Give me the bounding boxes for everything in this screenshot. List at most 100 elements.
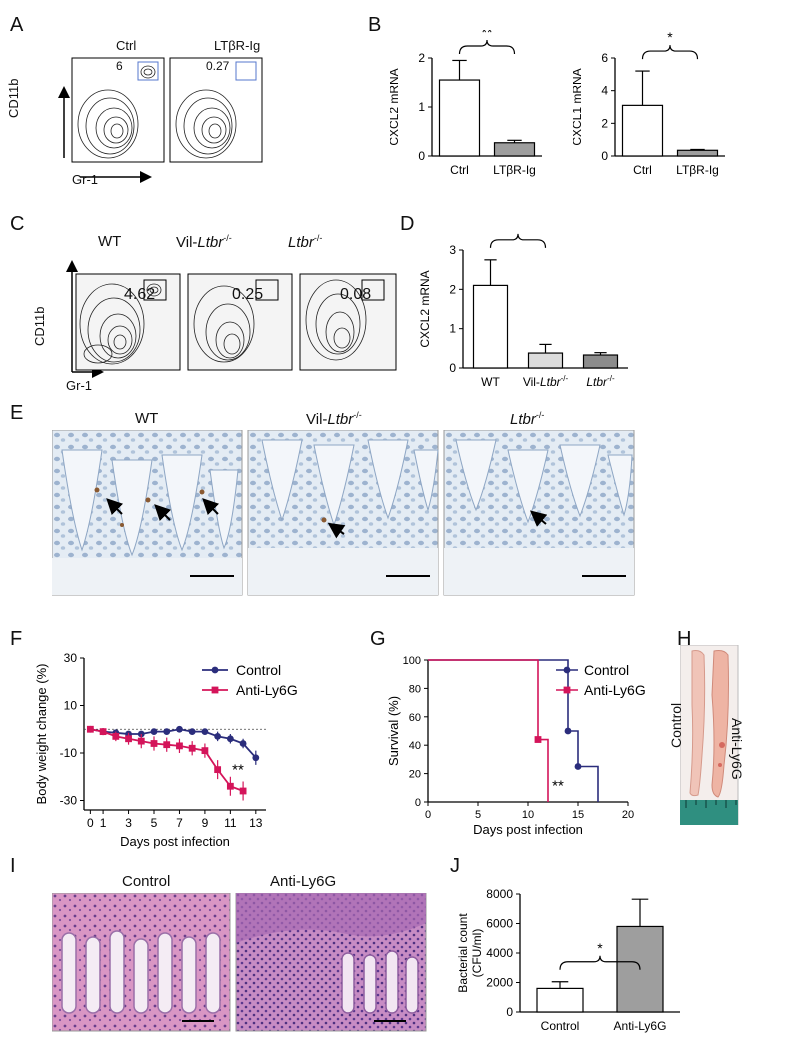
y-tick-label: 0 [415, 797, 421, 809]
y-tick-label: 60 [409, 712, 421, 724]
flow-c-title-ltbr: Ltbr-/- [288, 233, 323, 251]
panel-letter-a: A [10, 14, 24, 36]
data-point [137, 737, 145, 745]
flow-panel-a [58, 57, 263, 183]
legend-marker [211, 686, 219, 694]
y-tick-label: 4000 [486, 946, 513, 960]
category-label: Control [541, 1019, 580, 1033]
x-tick-label: 7 [176, 816, 183, 830]
significance-bracket [641, 45, 699, 60]
significance-mark: ** [232, 761, 244, 778]
x-axis-label: Days post infection [473, 822, 583, 837]
colon-label-control: Control [668, 702, 684, 748]
bar [621, 104, 664, 157]
flow-plot-wt [75, 273, 181, 371]
x-tick-label: 10 [522, 809, 534, 821]
y-tick-label: 2 [601, 116, 608, 130]
data-point [564, 727, 572, 735]
bar [493, 142, 536, 157]
significance-mark: * [667, 30, 673, 45]
flow-plot-ltbr [299, 273, 397, 371]
flow-a-title-ltbrig: LTβR-Ig [214, 38, 261, 53]
category-label: LTβR-Ig [676, 163, 719, 177]
he-image-antily6g [235, 893, 427, 1032]
chart-b2: 0 2 4 6 Ctrl LTβR-Ig CXCL1 mRNA * [573, 30, 725, 177]
data-point [239, 740, 247, 747]
y-tick-label: 2 [449, 282, 456, 296]
ihc-image-ltbr [443, 430, 635, 596]
y-axis-label: CXCL2 mRNA [418, 270, 432, 347]
flow-c-gate-wt: 4.62 [124, 286, 156, 303]
significance-bracket [559, 955, 641, 970]
data-point [226, 782, 234, 790]
flow-c-gate-ltbr: 0.08 [340, 286, 372, 303]
bar [582, 354, 619, 369]
y-tick-label: 4 [601, 84, 608, 98]
legend-marker [211, 666, 219, 674]
data-point [201, 728, 209, 736]
x-tick-label: 5 [151, 816, 158, 830]
significance-mark: * [597, 940, 603, 956]
y-tick-label: 0 [449, 361, 456, 375]
y-tick-label: 0 [418, 149, 425, 163]
significance-mark: ** [482, 30, 493, 40]
data-point [176, 742, 183, 750]
flow-c-title-wt: WT [98, 233, 122, 250]
panel-letter-j: J [450, 855, 460, 877]
y-axis-label: Bacterial count(CFU/ml) [456, 913, 484, 993]
ihc-title-ltbr: Ltbr-/- [510, 410, 545, 428]
he-panel-i [52, 893, 427, 1032]
data-point [252, 754, 260, 762]
panel-letter-b: B [368, 14, 382, 36]
chart-d: 0 1 2 3 WT Vil-Ltbr-/- Ltbr-/- CXCL2 mRNA * [418, 228, 628, 389]
x-tick-label: 0 [87, 816, 94, 830]
ihc-panel-e [52, 430, 635, 596]
y-axis-label: Body weight change (%) [34, 664, 49, 805]
legend-label: Control [236, 662, 281, 678]
ihc-image-vil [247, 430, 439, 596]
ihc-title-vil: Vil-Ltbr-/- [306, 410, 362, 428]
panel-letter-g: G [370, 628, 386, 650]
panel-letter-e: E [10, 402, 24, 424]
x-tick-label: 1 [100, 816, 107, 830]
flow-c-gate-vil: 0.25 [232, 286, 264, 303]
x-tick-label: 20 [622, 809, 634, 821]
x-tick-label: 5 [475, 809, 481, 821]
flow-panel-c [66, 260, 397, 378]
bar [676, 149, 719, 157]
data-point [534, 736, 542, 743]
data-point [125, 735, 132, 743]
data-point [214, 732, 222, 740]
he-image-control [52, 893, 231, 1032]
significance-bracket [489, 233, 547, 248]
chart-j: 0 2000 4000 6000 8000 Control Anti-Ly6G Bacteri… [456, 887, 680, 1033]
y-tick-label: 100 [403, 655, 421, 667]
data-point [112, 732, 120, 740]
y-tick-label: 40 [409, 740, 421, 752]
y-tick-label: 1 [418, 100, 425, 114]
legend-label: Anti-Ly6G [236, 682, 298, 698]
legend-marker [563, 666, 571, 674]
significance-mark: ** [552, 778, 564, 795]
flow-plot-ltbrig [169, 57, 263, 163]
x-tick-label: 3 [125, 816, 132, 830]
significance-bracket [458, 39, 516, 55]
data-point [214, 766, 222, 774]
category-label: Ltbr-/- [586, 374, 615, 389]
data-point [239, 787, 247, 795]
data-point [99, 728, 107, 736]
data-point [201, 747, 209, 755]
flow-a-yaxis: CD11b [6, 78, 21, 118]
data-point [86, 725, 94, 733]
bar [527, 352, 564, 369]
chart-b1: 0 1 2 Ctrl LTβR-Ig CXCL2 mRNA ** [390, 30, 542, 177]
x-axis-label: Days post infection [120, 834, 230, 849]
bar [438, 79, 481, 157]
y-tick-label: 6000 [486, 917, 513, 931]
colon-photo [680, 645, 739, 825]
panel-letter-i: I [10, 855, 16, 877]
flow-c-yaxis: CD11b [32, 306, 47, 346]
y-tick-label: 20 [409, 769, 421, 781]
ihc-image-wt [52, 430, 243, 596]
y-tick-label: 10 [64, 699, 78, 713]
